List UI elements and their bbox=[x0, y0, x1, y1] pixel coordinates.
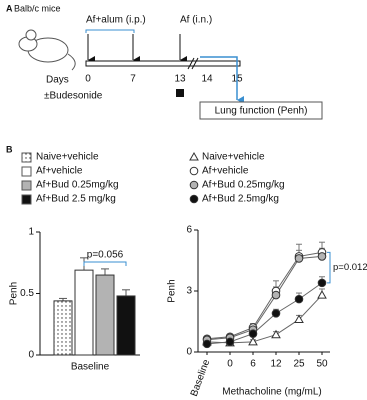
arrow bbox=[200, 56, 244, 104]
point bbox=[317, 252, 327, 261]
legend-swatch bbox=[21, 166, 32, 177]
legend-marker bbox=[189, 166, 199, 176]
legend-label: Af+vehicle bbox=[36, 166, 83, 177]
event-label: Af (i.n.) bbox=[180, 15, 212, 26]
point bbox=[317, 278, 327, 288]
legend-label: Af+Bud 2.5mg/kg bbox=[202, 194, 279, 205]
x-tick-label: Baseline bbox=[189, 358, 213, 398]
readout-label: Lung function (Penh) bbox=[215, 106, 308, 117]
mouse-icon bbox=[18, 29, 76, 71]
annotation: p=0.012 bbox=[333, 262, 367, 273]
bar bbox=[95, 274, 115, 356]
bar bbox=[53, 300, 73, 356]
point bbox=[271, 309, 281, 318]
point bbox=[317, 290, 327, 299]
series-line bbox=[206, 255, 323, 341]
legend-swatch bbox=[21, 152, 32, 163]
legend-swatch bbox=[21, 194, 32, 205]
treatment-marker bbox=[176, 89, 184, 97]
bracket bbox=[85, 29, 135, 33]
point bbox=[294, 294, 304, 304]
point bbox=[271, 329, 281, 339]
day-label: 14 bbox=[201, 74, 213, 85]
x-axis-label: Methacholine (mg/mL) bbox=[222, 387, 321, 398]
legend-label: Af+Bud 0.25mg/kg bbox=[202, 180, 285, 191]
y-tick-label: 1 bbox=[28, 227, 34, 238]
point bbox=[294, 314, 304, 323]
panel-label: A bbox=[6, 3, 13, 13]
mouse-label: Balb/c mice bbox=[14, 3, 61, 13]
y-axis-label: Penh bbox=[167, 279, 178, 302]
legend-label: Af+Bud 2.5 mg/kg bbox=[36, 194, 116, 205]
y-tick-label: 3 bbox=[186, 286, 192, 297]
series-line bbox=[206, 294, 323, 344]
readout-box bbox=[199, 101, 323, 120]
legend-marker bbox=[189, 151, 199, 161]
annotation: p=0.056 bbox=[87, 250, 124, 261]
x-tick-label: 6 bbox=[250, 359, 256, 370]
x-tick-label: 12 bbox=[270, 359, 282, 370]
charts: Naive+vehicle Af+vehicle Af+Bud 0.25mg/kg A… bbox=[9, 152, 367, 398]
day-label: 0 bbox=[85, 74, 91, 85]
event-label: Af+alum (i.p.) bbox=[86, 15, 146, 26]
day-label: 7 bbox=[130, 74, 136, 85]
x-tick-label: 50 bbox=[316, 359, 328, 370]
point bbox=[225, 337, 235, 347]
panel-label: B bbox=[6, 144, 13, 154]
legend-marker bbox=[189, 194, 199, 204]
y-axis-label: Penh bbox=[9, 282, 20, 305]
y-tick-label: 0 bbox=[28, 350, 34, 361]
bracket bbox=[327, 251, 331, 284]
y-tick-label: 0 bbox=[186, 347, 192, 358]
y-tick-label: 6 bbox=[186, 225, 192, 236]
day-label: 13 bbox=[174, 74, 186, 85]
legend-marker bbox=[189, 180, 199, 190]
point bbox=[294, 254, 304, 263]
bracket bbox=[83, 261, 127, 266]
timeline bbox=[85, 60, 241, 67]
x-tick-label: 0 bbox=[227, 359, 233, 370]
x-tick-label: 25 bbox=[293, 359, 305, 370]
bar bbox=[74, 269, 94, 356]
legend-label: Af+vehicle bbox=[202, 166, 249, 177]
treatment-label: ±Budesonide bbox=[44, 91, 103, 102]
point bbox=[248, 336, 258, 346]
point bbox=[202, 339, 212, 349]
point bbox=[248, 329, 258, 339]
legend-label: Naive+vehicle bbox=[202, 152, 265, 163]
axis-break bbox=[187, 57, 199, 70]
legend-swatch bbox=[21, 180, 32, 191]
x-tick-label: Baseline bbox=[71, 362, 110, 373]
legend-label: Af+Bud 0.25mg/kg bbox=[36, 180, 119, 191]
bar bbox=[116, 295, 136, 356]
days-label: Days bbox=[46, 75, 69, 86]
y-tick-label: 0.5 bbox=[20, 288, 34, 299]
point bbox=[271, 290, 281, 300]
legend-label: Naive+vehicle bbox=[36, 152, 99, 163]
